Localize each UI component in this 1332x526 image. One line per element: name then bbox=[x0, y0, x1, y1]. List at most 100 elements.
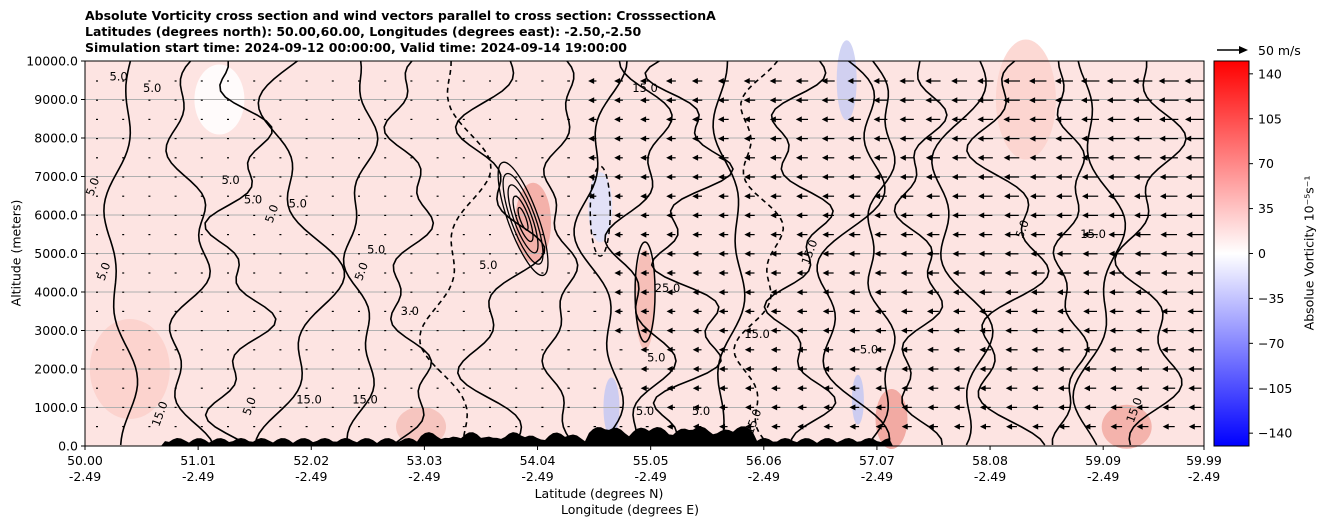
wind-arrow bbox=[1160, 231, 1177, 238]
wind-arrow bbox=[901, 366, 913, 372]
wind-arrow bbox=[979, 385, 991, 392]
contour-line bbox=[541, 61, 579, 446]
contour-line bbox=[763, 61, 837, 446]
wind-arrow bbox=[925, 174, 940, 180]
wind-arrow bbox=[1004, 270, 1019, 276]
wind-arrow bbox=[666, 385, 676, 392]
wind-arrow bbox=[1160, 250, 1177, 257]
wind-arrow bbox=[1186, 270, 1203, 276]
contour-line bbox=[517, 206, 529, 231]
wind-arrow bbox=[1188, 385, 1202, 392]
wind-arrow bbox=[640, 250, 650, 257]
contour-label: 5.0 bbox=[352, 260, 371, 282]
wind-arrow bbox=[718, 404, 728, 411]
wind-arrow bbox=[744, 193, 755, 200]
wind-arrow bbox=[744, 154, 755, 161]
wind-arrow bbox=[666, 212, 676, 219]
wind-arrow bbox=[979, 327, 992, 334]
contour-label: 5.0 bbox=[83, 176, 102, 198]
wind-arrow bbox=[1056, 212, 1072, 219]
wind-arrow bbox=[1158, 78, 1179, 84]
wind-arrow bbox=[718, 154, 729, 161]
wind-arrow bbox=[691, 97, 703, 104]
y-tick-label: 9000.0 bbox=[34, 92, 78, 107]
wind-arrow bbox=[588, 97, 597, 104]
contour-line bbox=[644, 61, 734, 446]
colorbar-tick-label: 0 bbox=[1258, 246, 1266, 261]
contour-line bbox=[733, 61, 785, 446]
wind-arrow bbox=[1106, 97, 1126, 104]
wind-arrow bbox=[692, 193, 702, 200]
colorbar-tick-label: −70 bbox=[1258, 336, 1284, 351]
contour-line bbox=[497, 161, 549, 277]
wind-arrow bbox=[875, 366, 886, 372]
x-tick-label-lon: -2.49 bbox=[1087, 469, 1119, 484]
wind-arrow bbox=[614, 154, 623, 161]
wind-arrow bbox=[1161, 289, 1177, 296]
wind-arrow bbox=[821, 116, 835, 123]
wind-arrow bbox=[771, 423, 781, 430]
wind-arrow bbox=[1082, 250, 1098, 257]
contour-line bbox=[573, 61, 628, 446]
wind-arrow bbox=[744, 212, 755, 219]
wind-arrow bbox=[588, 174, 597, 180]
wind-arrow bbox=[901, 346, 913, 353]
wind-arrow bbox=[822, 327, 834, 334]
wind-arrow bbox=[797, 385, 807, 392]
wind-arrow bbox=[769, 135, 782, 142]
contour-label: 5.0 bbox=[240, 395, 259, 417]
wind-arrow bbox=[901, 404, 912, 411]
contour-label: 15.0 bbox=[744, 327, 770, 341]
wind-arrow bbox=[666, 308, 676, 315]
wind-arrow bbox=[926, 193, 940, 200]
wind-arrow bbox=[1107, 154, 1126, 161]
wind-arrow bbox=[823, 385, 833, 392]
wind-arrow bbox=[614, 135, 623, 142]
wind-arrow bbox=[874, 327, 887, 334]
wind-arrow bbox=[848, 289, 860, 296]
contour-line bbox=[383, 61, 435, 446]
x-tick-label-lat: 56.06 bbox=[746, 453, 782, 468]
wind-arrow bbox=[797, 404, 807, 411]
wind-arrow bbox=[926, 250, 940, 257]
wind-arrow bbox=[769, 116, 782, 123]
wind-arrow bbox=[952, 212, 966, 219]
wind-arrow bbox=[978, 231, 993, 238]
wind-arrow bbox=[952, 250, 966, 257]
colorbar-tick-label: −140 bbox=[1258, 426, 1292, 441]
wind-arrow bbox=[980, 423, 991, 430]
wind-arrow bbox=[1028, 78, 1047, 84]
wind-arrow bbox=[874, 250, 887, 257]
wind-arrow bbox=[1081, 174, 1099, 180]
wind-arrow bbox=[666, 193, 676, 200]
x-tick-label-lon: -2.49 bbox=[748, 469, 780, 484]
wind-arrow bbox=[900, 250, 913, 257]
wind-arrow bbox=[744, 366, 755, 372]
wind-arrow bbox=[666, 116, 676, 123]
chart-title-line-1: Absolute Vorticity cross section and win… bbox=[85, 8, 716, 23]
wind-arrow bbox=[744, 270, 755, 276]
wind-arrow bbox=[796, 327, 807, 334]
wind-arrow bbox=[952, 231, 966, 238]
wind-arrow bbox=[1003, 116, 1020, 123]
wind-arrow bbox=[692, 231, 702, 238]
wind-arrow bbox=[849, 366, 860, 372]
wind-arrow bbox=[1056, 231, 1072, 238]
wind-arrow bbox=[1083, 327, 1097, 334]
wind-arrow bbox=[666, 404, 676, 411]
wind-arrow bbox=[743, 135, 756, 142]
wind-arrow bbox=[1004, 250, 1019, 257]
wind-arrow bbox=[640, 366, 649, 372]
y-tick-label: 6000.0 bbox=[34, 208, 78, 223]
wind-arrow bbox=[1106, 78, 1126, 84]
wind-arrow bbox=[795, 154, 808, 161]
wind-arrow bbox=[1159, 154, 1178, 161]
wind-arrow bbox=[900, 231, 914, 238]
wind-arrow bbox=[953, 423, 965, 430]
wind-arrow bbox=[1135, 308, 1150, 315]
wind-arrow bbox=[796, 231, 808, 238]
wind-arrow bbox=[640, 212, 650, 219]
wind-arrow bbox=[640, 231, 650, 238]
wind-arrow bbox=[1080, 78, 1100, 84]
wind-arrow bbox=[1134, 250, 1151, 257]
